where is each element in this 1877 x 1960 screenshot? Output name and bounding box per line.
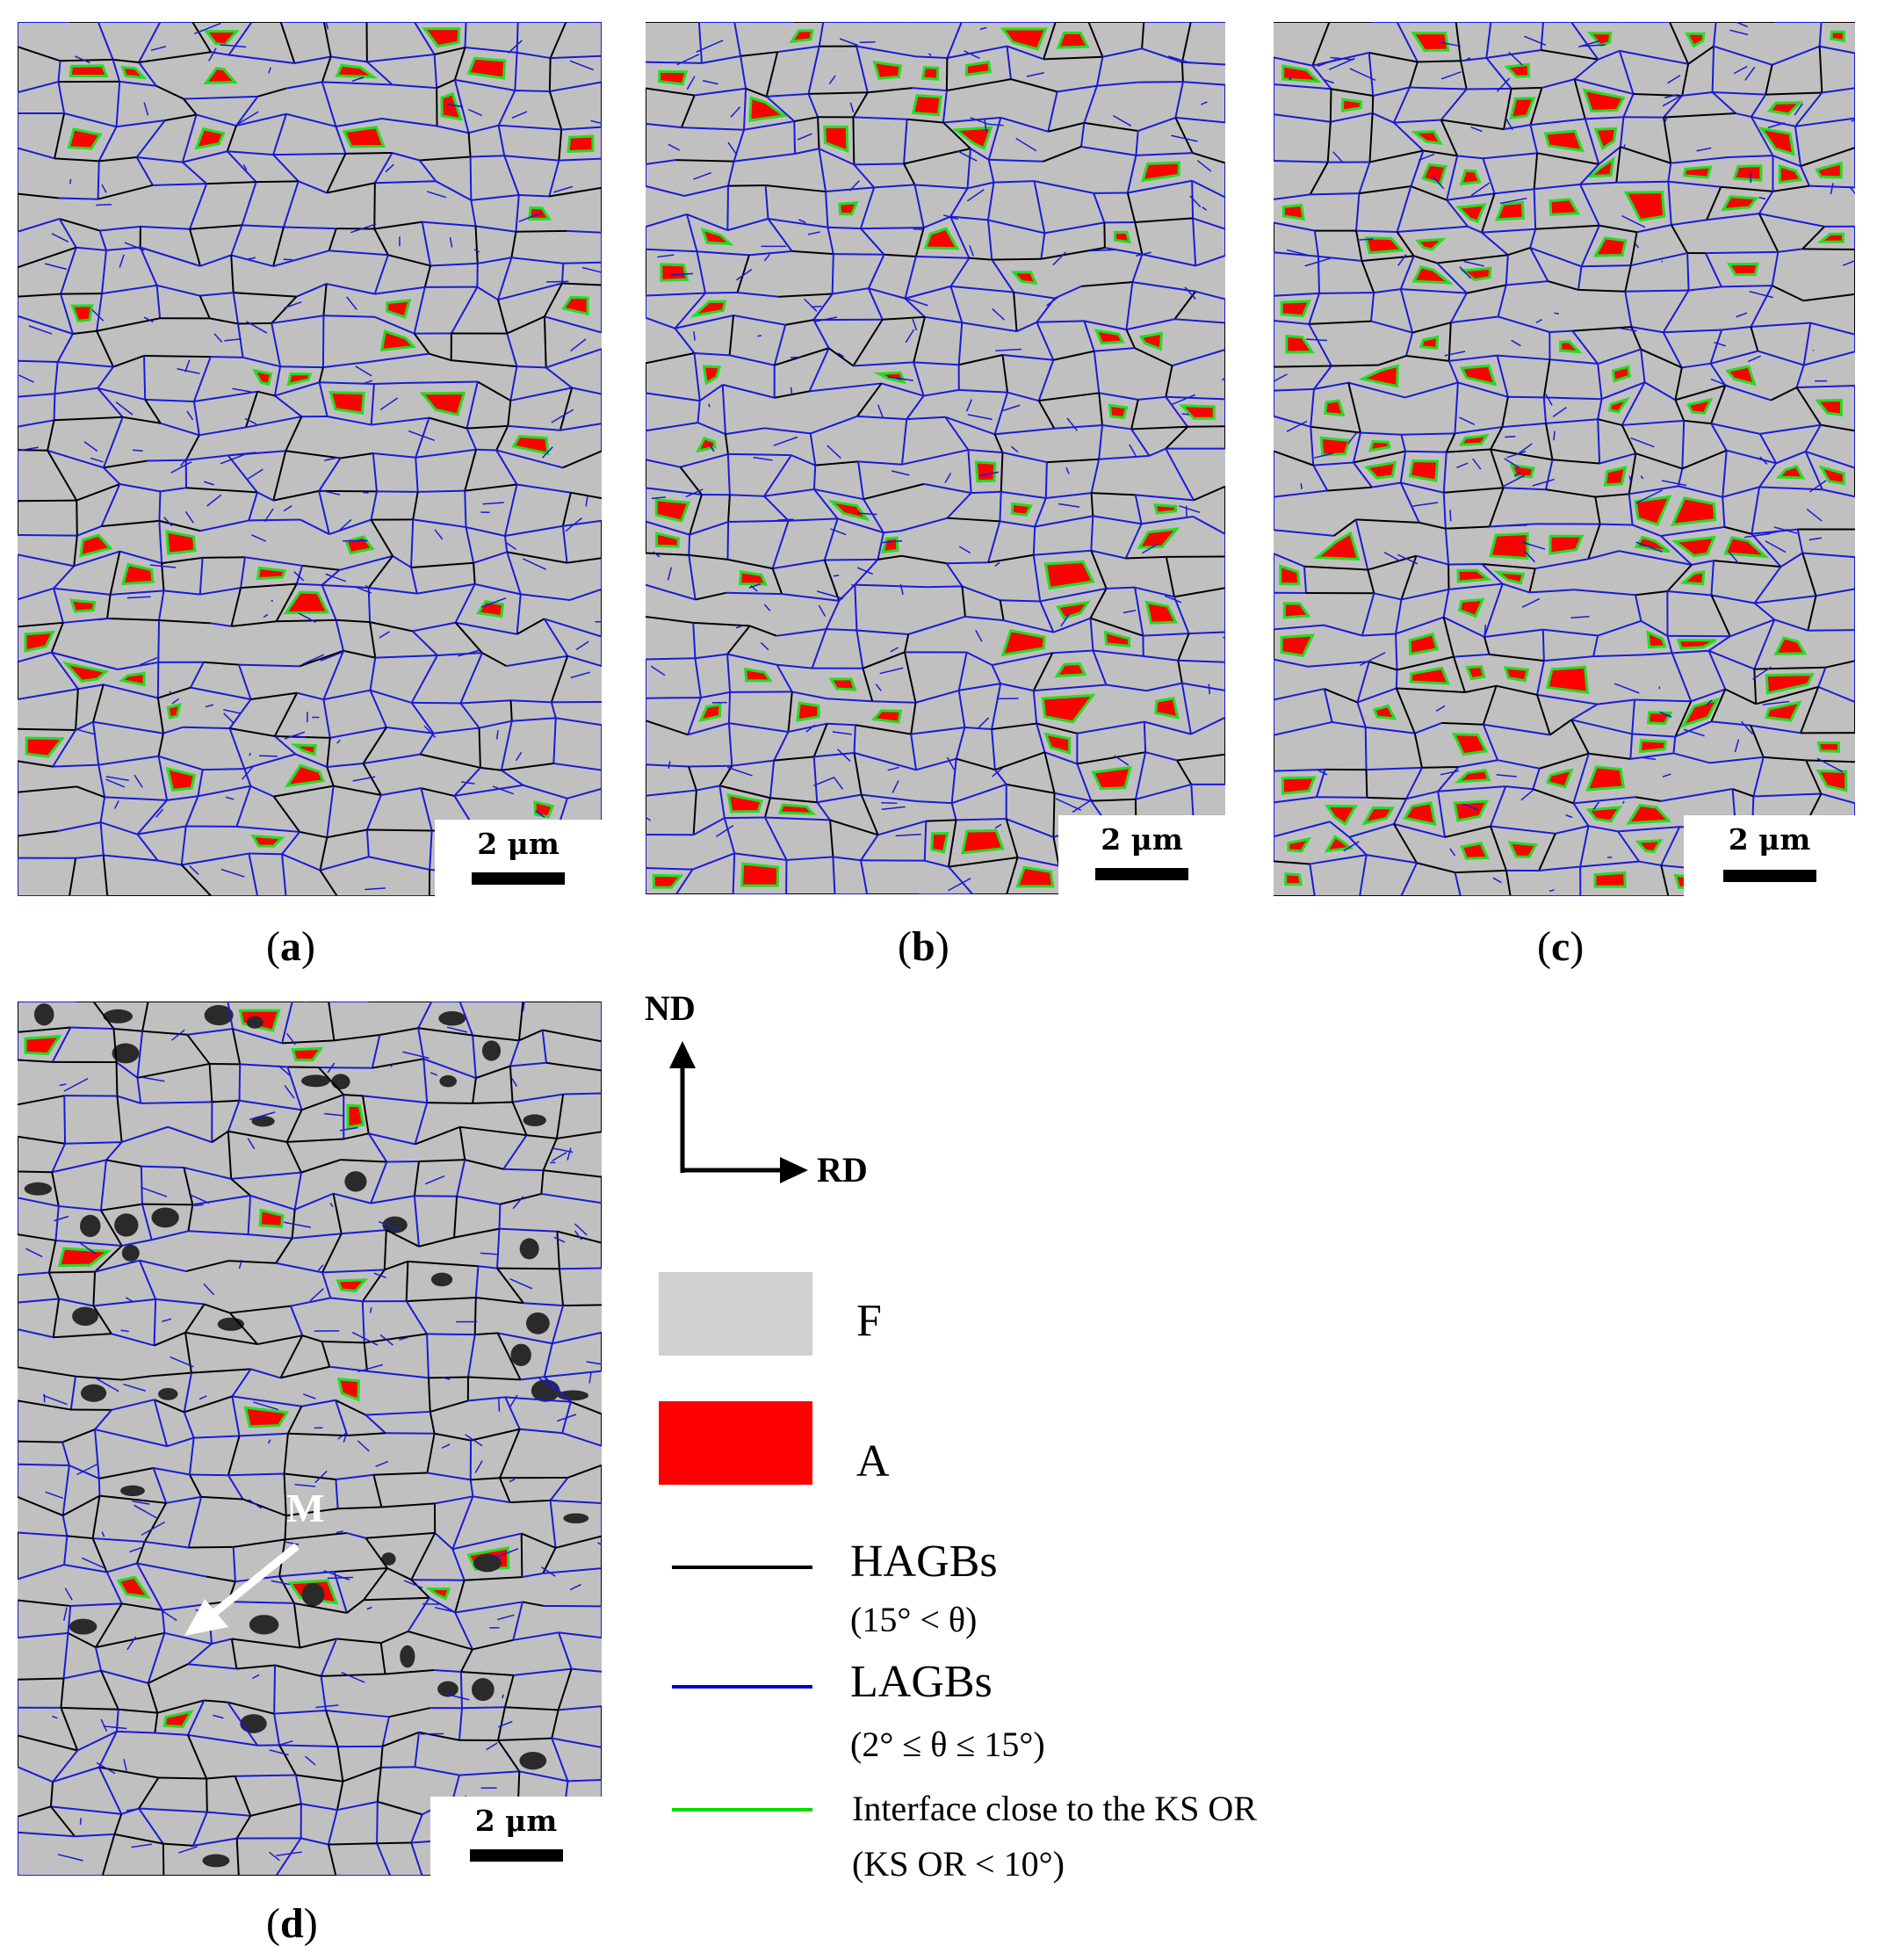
hagb-sub: (15° < θ)	[850, 1600, 978, 1639]
grain-network	[18, 1002, 602, 1876]
grain-map-b	[646, 22, 1225, 894]
nd-label: ND	[645, 988, 696, 1028]
scale-bar-line-b	[1095, 868, 1188, 880]
scale-bar-a: 2 μm	[435, 820, 602, 896]
scale-label-c: 2 μm	[1728, 822, 1811, 857]
ebsd-map-a: 2 μm	[18, 22, 602, 896]
caption-c: (c)	[1537, 923, 1585, 970]
grain-network	[18, 22, 602, 896]
ferrite-swatch	[659, 1272, 812, 1356]
scale-bar-line-d	[469, 1849, 563, 1862]
ferrite-label: F	[856, 1296, 882, 1346]
scale-bar-line-a	[472, 872, 565, 885]
rd-label: RD	[817, 1150, 868, 1190]
scale-label-b: 2 μm	[1101, 822, 1183, 857]
lagb-sub: (2° ≤ θ ≤ 15°)	[850, 1725, 1045, 1764]
ebsd-map-d: M 2 μm	[18, 1002, 602, 1876]
ebsd-map-c: 2 μm	[1274, 22, 1855, 896]
austenite-label: A	[856, 1436, 890, 1486]
ks-sub: (KS OR < 10°)	[852, 1844, 1065, 1884]
lagb-label: LAGBs	[850, 1657, 993, 1707]
grain-map-d	[18, 1002, 602, 1876]
caption-b: (b)	[898, 923, 949, 970]
scale-bar-d: 2 μm	[430, 1797, 602, 1876]
caption-d: (d)	[266, 1900, 318, 1947]
ks-legend-line	[672, 1808, 812, 1812]
martensite-label: M	[286, 1486, 325, 1530]
scale-label-a: 2 μm	[477, 827, 559, 861]
scale-bar-b: 2 μm	[1058, 815, 1225, 894]
grain-network	[646, 22, 1225, 894]
scale-bar-c: 2 μm	[1684, 815, 1855, 896]
ebsd-map-b: 2 μm	[646, 22, 1225, 894]
hagb-label: HAGBs	[850, 1537, 998, 1587]
caption-a: (a)	[266, 923, 315, 970]
austenite-swatch	[659, 1401, 812, 1485]
scale-label-d: 2 μm	[474, 1804, 558, 1838]
ks-label: Interface close to the KS OR	[852, 1789, 1257, 1828]
grain-map-c	[1274, 22, 1855, 896]
hagb-legend-line	[672, 1566, 812, 1569]
grain-network	[1274, 22, 1855, 896]
lagb-legend-line	[672, 1685, 812, 1689]
grain-map-a	[18, 22, 602, 896]
nd-arrow-head	[669, 1041, 696, 1068]
rd-arrow-head	[780, 1157, 808, 1183]
scale-bar-line-c	[1722, 870, 1816, 882]
axes-indicator	[669, 1041, 808, 1183]
